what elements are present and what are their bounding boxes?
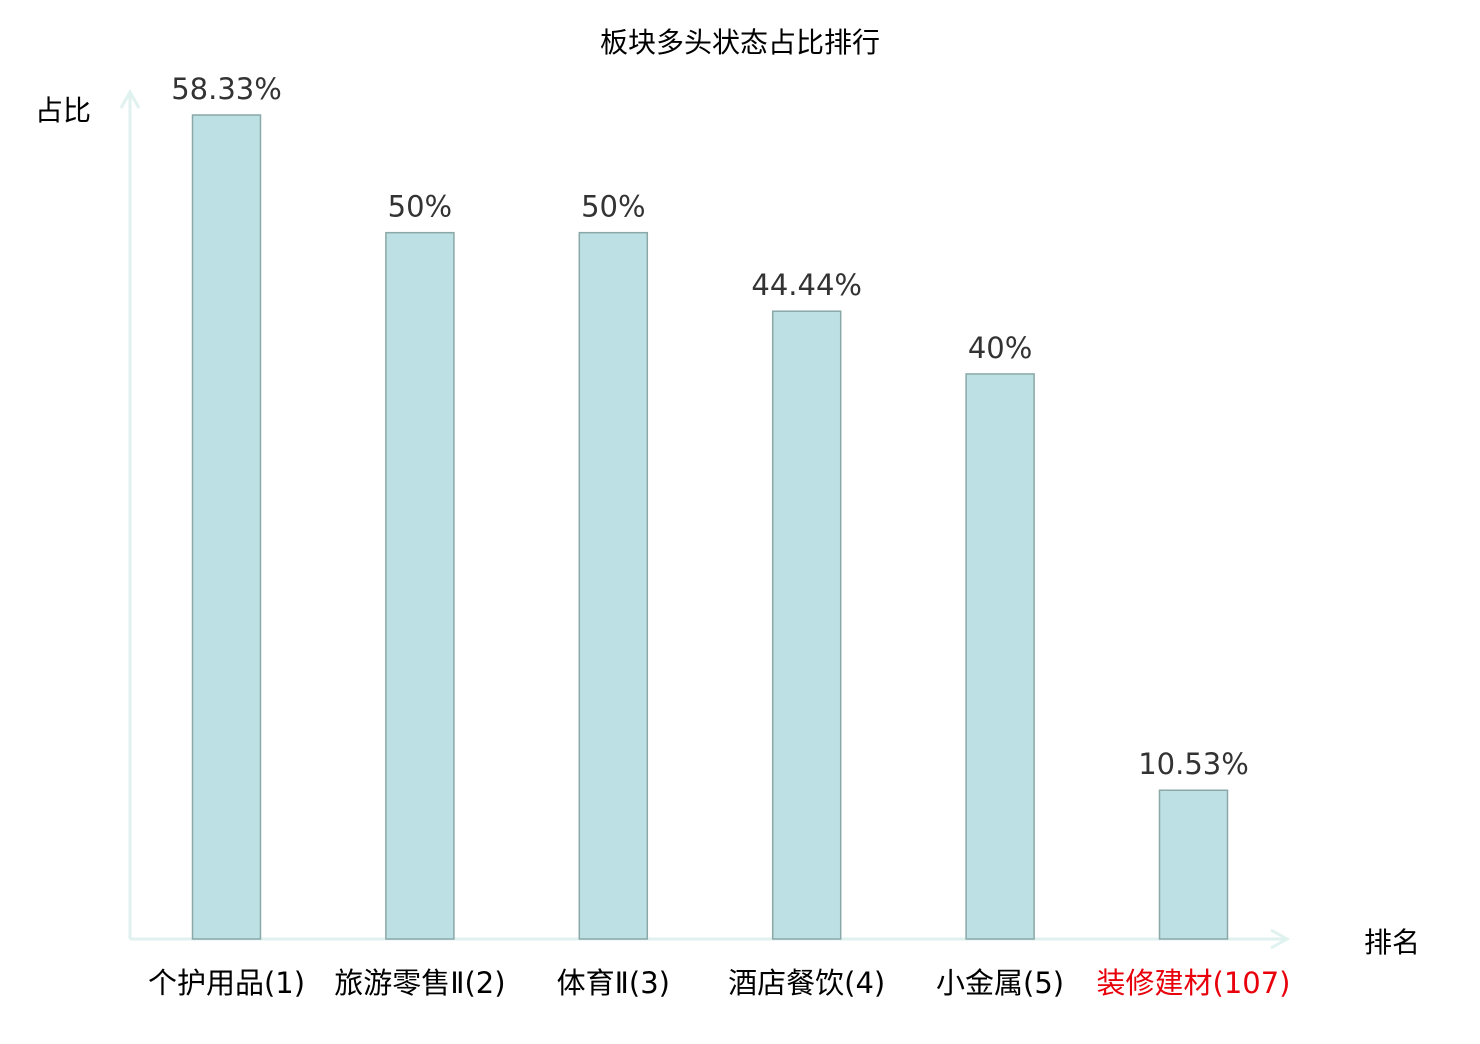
x-tick-label: 酒店餐饮(4) <box>728 966 885 1000</box>
x-tick-label: 装修建材(107) <box>1097 966 1291 1000</box>
x-axis-arrow-icon <box>1270 928 1291 950</box>
axes <box>119 88 1291 950</box>
y-axis-arrow-icon <box>119 88 141 109</box>
bar <box>191 114 262 940</box>
x-tick-label: 个护用品(1) <box>148 966 305 1000</box>
x-axis-label: 排名 <box>1364 926 1420 959</box>
bar <box>771 310 842 940</box>
y-axis-label: 占比 <box>35 94 91 127</box>
x-tick-label: 旅游零售Ⅱ(2) <box>334 966 505 1000</box>
bar <box>578 231 649 940</box>
bar <box>965 373 1035 940</box>
bar <box>1158 789 1229 940</box>
x-tick-label: 小金属(5) <box>936 966 1064 1000</box>
data-label: 58.33% <box>171 72 282 106</box>
data-label: 44.44% <box>751 268 862 302</box>
chart-title: 板块多头状态占比排行 <box>600 26 880 59</box>
data-label: 10.53% <box>1138 747 1249 781</box>
bars: 58.33% 个护用品(1) 50% 旅游零售Ⅱ(2) 50% 体育Ⅱ(3) 44.44% 酒… <box>148 72 1291 1000</box>
bar <box>385 231 455 940</box>
data-label: 40% <box>968 331 1032 365</box>
data-label: 50% <box>388 190 452 224</box>
x-tick-label: 体育Ⅱ(3) <box>557 966 670 1000</box>
data-label: 50% <box>581 190 645 224</box>
